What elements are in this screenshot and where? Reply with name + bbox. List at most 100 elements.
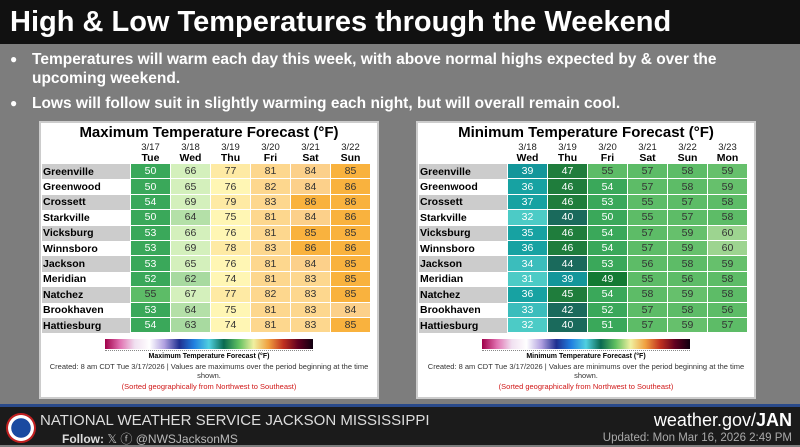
city-name: Natchez <box>42 287 130 303</box>
temp-cell: 55 <box>628 194 667 211</box>
max-temp-table: 3/17 Tue 3/18 Wed 3/19 Thu 3/20 Fri 3/21 Sat 3/22 S… <box>41 142 371 334</box>
temp-cell: 84 <box>331 302 370 318</box>
temp-cell: 57 <box>708 317 747 334</box>
page-title: High & Low Temperatures through the Week… <box>0 0 800 44</box>
temp-cell: 37 <box>508 194 547 211</box>
column-header: 3/19 Thu <box>548 142 587 164</box>
temp-cell: 81 <box>251 317 290 334</box>
date: 3/20 <box>261 142 280 153</box>
column-header: 3/18 Wed <box>508 142 547 164</box>
city-name: Crossett <box>419 194 507 211</box>
temp-cell: 57 <box>628 240 667 257</box>
temp-cell: 86 <box>331 240 370 257</box>
legend-label: Minimum Temperature Forecast (°F) <box>526 353 646 361</box>
temp-cell: 44 <box>548 256 587 272</box>
temp-cell: 55 <box>131 287 170 303</box>
temp-cell: 69 <box>171 194 210 211</box>
table-row: Greenwood 36 46 54 57 58 59 <box>419 179 747 195</box>
temp-cell: 53 <box>131 302 170 318</box>
temp-cell: 83 <box>251 240 290 257</box>
temp-cell: 53 <box>131 240 170 257</box>
temp-cell: 36 <box>508 240 547 257</box>
temp-cell: 83 <box>291 302 330 318</box>
temp-cell: 59 <box>668 225 707 241</box>
city-name: Natchez <box>419 287 507 303</box>
temp-cell: 86 <box>331 179 370 195</box>
temp-cell: 85 <box>331 225 370 241</box>
created-note: Created: 8 am CDT Tue 3/17/2026 | Values… <box>427 362 745 381</box>
temp-cell: 65 <box>171 179 210 195</box>
table-row: Crossett 54 69 79 83 86 86 <box>42 194 370 211</box>
table-row: Winnsboro 36 46 54 57 59 60 <box>419 240 747 257</box>
website-link[interactable]: weather.gov/JAN <box>654 410 792 431</box>
color-scale-bar <box>482 339 690 350</box>
temp-cell: 67 <box>171 287 210 303</box>
temp-cell: 56 <box>668 271 707 288</box>
temp-cell: 84 <box>291 256 330 272</box>
temp-cell: 46 <box>548 179 587 195</box>
temp-cell: 81 <box>251 271 290 288</box>
temp-cell: 50 <box>131 179 170 195</box>
temp-cell: 66 <box>171 164 210 180</box>
site-office: JAN <box>755 410 792 430</box>
city-name: Meridian <box>420 273 464 286</box>
table-row: Starkville 50 64 75 81 84 86 <box>42 210 370 226</box>
temp-cell: 49 <box>588 271 627 288</box>
social-handle[interactable]: @NWSJacksonMS <box>135 432 238 446</box>
date: 3/22 <box>678 142 697 153</box>
temp-cell: 33 <box>508 302 547 318</box>
column-header: 3/20 Fri <box>588 142 627 164</box>
temp-cell: 59 <box>668 240 707 257</box>
temp-cell: 58 <box>668 164 707 180</box>
temp-cell: 52 <box>131 271 170 288</box>
temp-cell: 53 <box>131 225 170 241</box>
temp-cell: 58 <box>708 194 747 211</box>
temp-cell: 53 <box>588 256 627 272</box>
temp-cell: 85 <box>331 317 370 334</box>
temp-cell: 81 <box>251 225 290 241</box>
temp-cell: 66 <box>171 225 210 241</box>
sort-note: (Sorted geographically from Northwest to… <box>121 382 297 392</box>
temp-cell: 81 <box>251 256 290 272</box>
summary-bullets: Temperatures will warm each day this wee… <box>8 50 788 119</box>
legend-label: Maximum Temperature Forecast (°F) <box>148 353 270 361</box>
weekday: Thu <box>557 152 578 164</box>
temp-cell: 57 <box>628 302 667 318</box>
nws-logo-icon <box>6 413 36 443</box>
column-header: 3/20 Fri <box>251 142 290 164</box>
column-header: 3/21 Sat <box>628 142 667 164</box>
temp-cell: 84 <box>291 210 330 226</box>
date: 3/23 <box>718 142 737 153</box>
x-icon[interactable]: 𝕏 <box>107 432 118 446</box>
weekday: Thu <box>220 152 241 164</box>
weekday: Sun <box>340 152 361 164</box>
panel-title: Minimum Temperature Forecast (°F) <box>458 124 714 141</box>
temp-cell: 77 <box>211 164 250 180</box>
temp-cell: 36 <box>508 179 547 195</box>
temp-cell: 83 <box>291 287 330 303</box>
table-row: Hattiesburg 32 40 51 57 59 57 <box>419 317 747 334</box>
temp-cell: 57 <box>628 164 667 180</box>
header-row: 3/18 Wed 3/19 Thu 3/20 Fri 3/21 Sat 3/22 Sun 3/23 M… <box>419 142 747 164</box>
temp-cell: 82 <box>251 179 290 195</box>
table-row: Meridian 52 62 74 81 83 85 <box>42 271 370 288</box>
empty-header <box>419 142 507 164</box>
temp-cell: 34 <box>508 256 547 272</box>
date: 3/17 <box>141 142 160 153</box>
temp-cell: 85 <box>331 256 370 272</box>
temp-cell: 39 <box>548 271 587 288</box>
temp-cell: 58 <box>708 210 747 226</box>
temp-cell: 74 <box>211 317 250 334</box>
temp-cell: 39 <box>508 164 547 180</box>
temp-cell: 53 <box>131 256 170 272</box>
temp-cell: 59 <box>708 164 747 180</box>
table-row: Meridian 31 39 49 55 56 58 <box>419 271 747 288</box>
temp-cell: 86 <box>331 194 370 211</box>
facebook-icon[interactable]: ⓕ <box>120 432 133 446</box>
table-row: Natchez 55 67 77 82 83 85 <box>42 287 370 303</box>
table-row: Brookhaven 33 42 52 57 58 56 <box>419 302 747 318</box>
bullet: Temperatures will warm each day this wee… <box>8 50 788 88</box>
temp-cell: 76 <box>211 256 250 272</box>
column-header: 3/19 Thu <box>211 142 250 164</box>
temp-cell: 75 <box>211 210 250 226</box>
